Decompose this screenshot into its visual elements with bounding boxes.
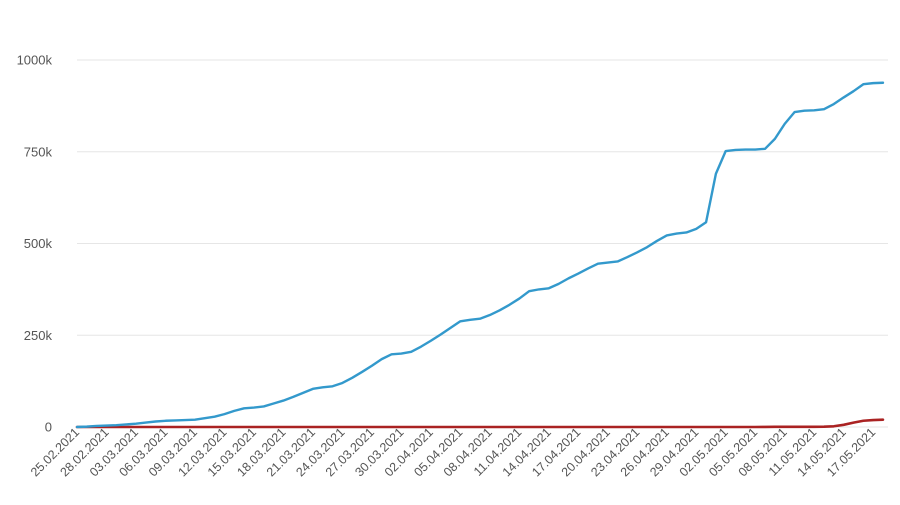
y-tick-label: 250k <box>24 328 53 343</box>
series-lines <box>75 81 885 429</box>
x-axis-ticks: 25.02.202128.02.202103.03.202106.03.2021… <box>28 425 878 479</box>
y-tick-label: 750k <box>24 144 53 159</box>
gridlines <box>77 59 888 428</box>
y-axis-ticks: 0 250k 500k 750k 1000k <box>17 53 53 435</box>
y-tick-label: 0 <box>45 420 52 435</box>
series-line-1 <box>75 81 885 429</box>
y-tick-label: 1000k <box>17 53 53 68</box>
series-line-2 <box>75 418 885 429</box>
y-tick-label: 500k <box>24 236 53 251</box>
